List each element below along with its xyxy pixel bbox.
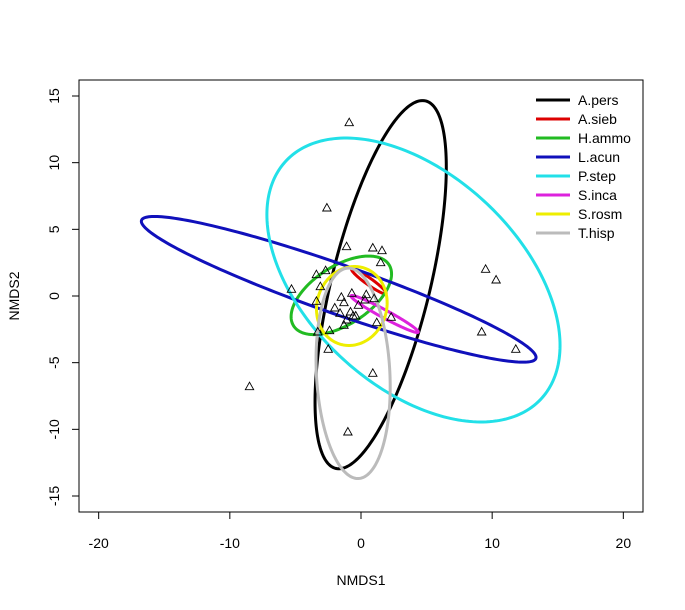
data-point — [476, 326, 487, 336]
data-point — [359, 294, 370, 304]
data-point — [491, 274, 502, 284]
data-point — [286, 283, 297, 293]
y-tick-label: 10 — [46, 155, 62, 171]
data-point — [386, 311, 397, 321]
data-point — [324, 325, 335, 335]
data-point — [321, 202, 332, 212]
x-tick-label: 0 — [357, 535, 365, 551]
x-tick-label: 10 — [484, 535, 500, 551]
x-tick-label: -10 — [220, 535, 240, 551]
data-point — [369, 293, 380, 303]
ellipse-layer — [139, 99, 562, 481]
legend: A.pers A.sieb H.ammo L.acun P.step S.inca S.ro… — [536, 92, 631, 241]
data-point — [346, 287, 357, 297]
data-point — [323, 343, 334, 353]
data-point — [329, 302, 340, 312]
data-point — [367, 242, 378, 252]
data-point — [335, 307, 345, 317]
ellipse-p-step — [265, 136, 562, 424]
data-point — [377, 245, 387, 255]
x-tick-label: -20 — [89, 535, 109, 551]
data-point — [367, 367, 378, 377]
data-point — [361, 289, 372, 299]
data-point — [348, 310, 359, 320]
data-point — [338, 319, 349, 329]
y-tick-label: 15 — [46, 88, 62, 104]
data-point — [345, 306, 356, 316]
y-tick-label: -15 — [46, 486, 62, 506]
legend-label: A.pers — [578, 92, 618, 108]
data-point — [344, 117, 355, 127]
ellipse-l-acun — [139, 214, 538, 364]
y-axis: -15 -10 -5 0 5 10 15 — [46, 88, 80, 506]
x-axis: -20 -10 0 10 20 — [89, 511, 632, 551]
data-point — [312, 326, 323, 336]
data-point — [338, 297, 349, 307]
x-tick-label: 20 — [616, 535, 632, 551]
legend-label: A.sieb — [578, 111, 617, 127]
points-layer — [244, 117, 521, 436]
data-point — [244, 381, 255, 391]
x-axis-title: NMDS1 — [336, 572, 385, 588]
data-point — [353, 299, 364, 309]
y-tick-label: -5 — [46, 356, 62, 369]
data-point — [311, 295, 322, 305]
data-point — [375, 257, 386, 267]
ellipse-a-pers — [313, 99, 448, 471]
legend-label: S.inca — [578, 187, 617, 203]
legend-label: S.rosm — [578, 206, 622, 222]
y-axis-title: NMDS2 — [6, 271, 22, 320]
legend-label: T.hisp — [578, 225, 615, 241]
data-point — [510, 343, 521, 353]
data-point — [315, 281, 326, 291]
data-point — [342, 426, 353, 436]
legend-label: P.step — [578, 168, 616, 184]
ellipse-s-rosm — [314, 265, 389, 347]
ellipse-t-hisp — [314, 266, 392, 481]
plot-frame — [78, 79, 644, 513]
y-tick-label: -10 — [46, 419, 62, 439]
legend-label: H.ammo — [578, 130, 631, 146]
y-tick-label: 0 — [46, 292, 62, 300]
data-point — [311, 269, 322, 279]
data-point — [341, 241, 352, 251]
y-tick-label: 5 — [46, 225, 62, 233]
ellipse-s-inca — [349, 294, 420, 334]
data-point — [371, 317, 382, 327]
legend-label: L.acun — [578, 149, 620, 165]
data-point — [320, 265, 331, 275]
data-point — [336, 291, 347, 301]
data-point — [480, 263, 491, 273]
